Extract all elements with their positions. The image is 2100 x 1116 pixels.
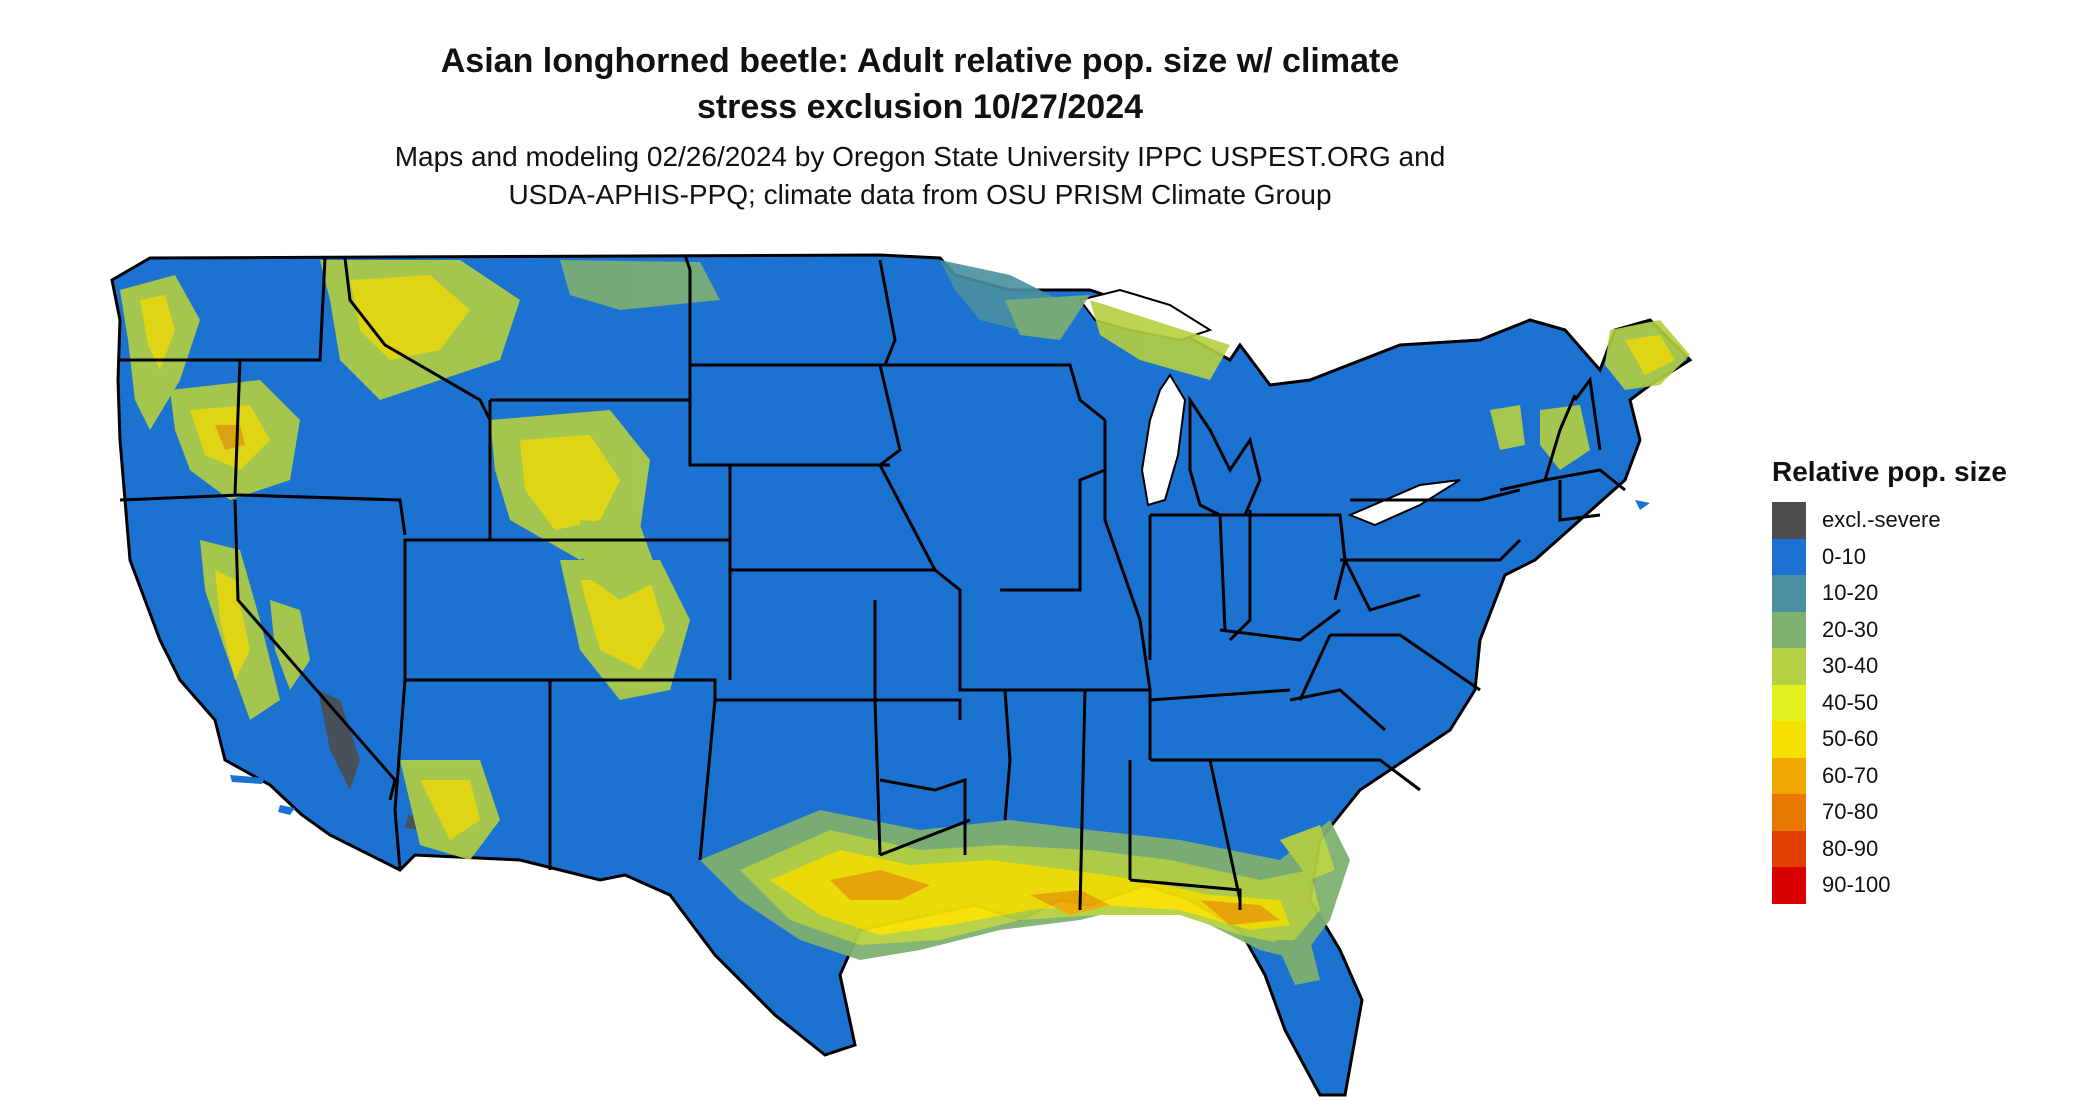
michigan-border [1188, 395, 1262, 517]
legend-swatch [1772, 684, 1806, 721]
legend-item: 40-50 [1772, 684, 2007, 721]
legend-label: excl.-severe [1822, 507, 1941, 533]
legend-item: 50-60 [1772, 721, 2007, 758]
legend-title: Relative pop. size [1772, 456, 2007, 487]
islands [230, 500, 1650, 815]
legend-item: 80-90 [1772, 830, 2007, 867]
north-patches [940, 260, 1690, 470]
legend-label: 50-60 [1822, 726, 1879, 752]
legend-swatch [1772, 502, 1806, 539]
legend-swatch [1772, 721, 1806, 758]
lake-erie [1347, 479, 1461, 527]
legend-swatch [1772, 538, 1806, 575]
legend-item: 70-80 [1772, 794, 2007, 831]
legend-label: 0-10 [1822, 543, 1867, 569]
subtitle-line-1: Maps and modeling 02/26/2024 by Oregon S… [394, 141, 1446, 172]
legend-label: 90-100 [1822, 872, 1891, 898]
legend-swatch [1772, 830, 1806, 867]
legend-item: 20-30 [1772, 611, 2007, 648]
map-subtitle: Maps and modeling 02/26/2024 by Oregon S… [260, 138, 1580, 214]
legend-label: 70-80 [1822, 799, 1879, 825]
legend-item: 10-20 [1772, 575, 2007, 612]
legend-item: 60-70 [1772, 757, 2007, 794]
legend-swatch [1772, 648, 1806, 685]
map-legend: Relative pop. size excl.-severe 0-10 10-20… [1772, 456, 2007, 904]
title-line-1: Asian longhorned beetle: Adult relative … [440, 42, 1400, 80]
legend-item: excl.-severe [1772, 502, 2007, 539]
gulf-patches [700, 810, 1350, 985]
legend-label: 20-30 [1822, 616, 1879, 642]
west-patches [120, 260, 720, 860]
legend-item: 90-100 [1772, 867, 2007, 904]
legend-swatch [1772, 757, 1806, 794]
legend-items: excl.-severe 0-10 10-20 20-30 30-40 40-50 50-6… [1772, 502, 2007, 904]
map-title: Asian longhorned beetle: Adult relative … [260, 38, 1580, 130]
legend-swatch [1772, 794, 1806, 831]
lake-michigan [1140, 373, 1187, 507]
legend-swatch [1772, 575, 1806, 612]
legend-label: 10-20 [1822, 580, 1879, 606]
legend-label: 40-50 [1822, 689, 1879, 715]
legend-label: 80-90 [1822, 835, 1879, 861]
state-borders [119, 254, 1626, 911]
legend-label: 30-40 [1822, 653, 1879, 679]
legend-swatch [1772, 867, 1806, 904]
legend-item: 0-10 [1772, 538, 2007, 575]
legend-swatch [1772, 611, 1806, 648]
us-outline [110, 253, 1693, 1097]
legend-item: 30-40 [1772, 648, 2007, 685]
title-line-2: stress exclusion 10/27/2024 [696, 88, 1144, 126]
subtitle-line-2: USDA-APHIS-PPQ; climate data from OSU PR… [508, 179, 1332, 210]
legend-label: 60-70 [1822, 762, 1879, 788]
